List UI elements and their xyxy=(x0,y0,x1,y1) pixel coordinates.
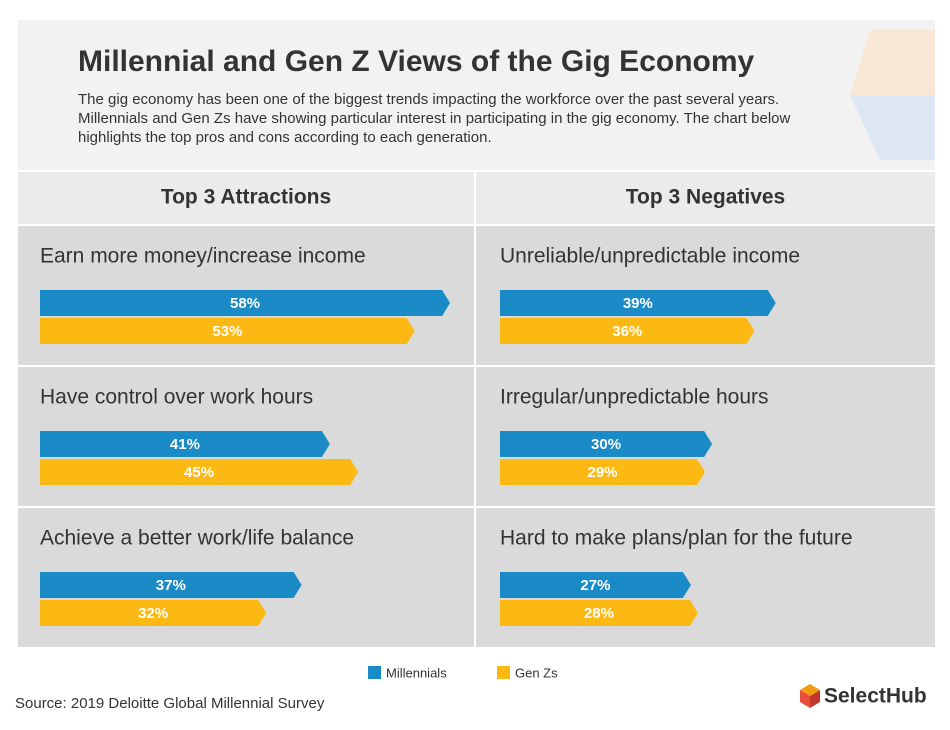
title: Millennial and Gen Z Views of the Gig Ec… xyxy=(78,45,755,78)
panel-title: Top 3 Negatives xyxy=(626,186,786,209)
legend-label: Gen Zs xyxy=(515,665,558,680)
value-label: 36% xyxy=(612,323,642,340)
legend-swatch xyxy=(497,666,510,679)
legend-label: Millennials xyxy=(386,665,447,680)
bar xyxy=(40,572,302,598)
value-label: 45% xyxy=(184,464,214,481)
value-label: 30% xyxy=(591,436,621,453)
bar xyxy=(40,290,451,316)
bar xyxy=(500,572,691,598)
logo-text: SelectHub xyxy=(824,685,927,708)
value-label: 58% xyxy=(230,295,260,312)
category-label: Irregular/unpredictable hours xyxy=(500,386,769,409)
bar xyxy=(500,459,706,485)
panel-header xyxy=(476,172,935,224)
value-label: 32% xyxy=(138,605,168,622)
value-label: 28% xyxy=(584,605,614,622)
value-label: 53% xyxy=(212,323,242,340)
bar xyxy=(40,600,267,626)
bar xyxy=(500,600,698,626)
header-band xyxy=(18,20,935,170)
bar xyxy=(40,459,359,485)
category-label: Hard to make plans/plan for the future xyxy=(500,527,853,550)
logo-icon xyxy=(810,690,820,708)
decor xyxy=(850,95,935,160)
bar xyxy=(40,318,415,344)
value-label: 39% xyxy=(623,295,653,312)
logo-icon xyxy=(800,690,810,708)
subtitle: The gig economy has been one of the bigg… xyxy=(78,91,791,146)
category-label: Have control over work hours xyxy=(40,386,313,409)
value-label: 41% xyxy=(170,436,200,453)
category-label: Achieve a better work/life balance xyxy=(40,527,354,550)
panel-header xyxy=(18,172,474,224)
source: Source: 2019 Deloitte Global Millennial … xyxy=(15,695,325,712)
bar xyxy=(500,290,776,316)
value-label: 37% xyxy=(156,577,186,594)
value-label: 27% xyxy=(580,577,610,594)
legend-swatch xyxy=(368,666,381,679)
bar xyxy=(500,318,755,344)
value-label: 29% xyxy=(587,464,617,481)
category-label: Unreliable/unpredictable income xyxy=(500,245,800,268)
category-label: Earn more money/increase income xyxy=(40,245,366,268)
bar xyxy=(500,431,713,457)
decor xyxy=(850,30,935,95)
panel-title: Top 3 Attractions xyxy=(161,186,331,209)
bar xyxy=(40,431,330,457)
logo: SelectHub xyxy=(800,684,927,708)
